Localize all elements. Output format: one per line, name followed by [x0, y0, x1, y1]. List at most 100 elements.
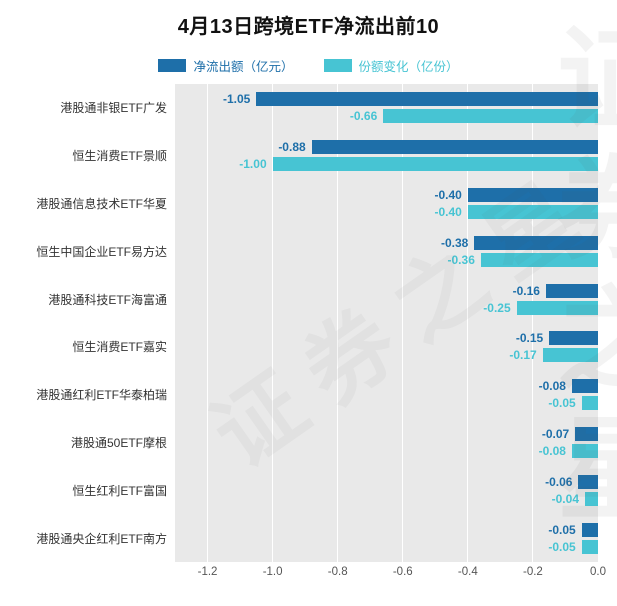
bar — [545, 283, 598, 298]
x-axis: -1.2 -1.0 -0.8 -0.6 -0.4 -0.2 0.0 — [175, 566, 606, 584]
bar-row: -0.06 -0.04 — [175, 466, 598, 514]
bar-value-label: -0.40 — [434, 187, 462, 202]
bar — [480, 252, 598, 267]
legend-swatch-icon — [158, 59, 187, 72]
bar-value-label: -0.16 — [512, 283, 540, 298]
bar-value-label: -0.17 — [509, 348, 537, 363]
category-label: 恒生消费ETF景顺 — [72, 149, 167, 164]
gridline — [337, 84, 339, 562]
bar-value-label: -0.05 — [548, 522, 576, 537]
bar-line: -0.38 — [175, 235, 598, 250]
bar-line: -1.00 — [175, 157, 598, 172]
category-label: 港股通科技ETF海富通 — [48, 292, 167, 307]
bar-line: -0.40 — [175, 187, 598, 202]
chart-title: 4月13日跨境ETF净流出前10 — [177, 16, 440, 38]
x-tick-label: -0.8 — [327, 566, 348, 578]
x-tick-label: -0.4 — [457, 566, 478, 578]
legend-item-1[interactable]: 份额变化（亿份） — [323, 56, 459, 75]
bar — [467, 204, 598, 219]
bar — [575, 426, 598, 441]
bar-line: -0.04 — [175, 491, 598, 506]
bar — [256, 92, 598, 107]
bar — [571, 379, 598, 394]
bar-value-label: -0.08 — [538, 443, 566, 458]
bar-line: -0.08 — [175, 443, 598, 458]
gridline — [467, 84, 469, 562]
bar-value-label: -0.05 — [548, 539, 576, 554]
legend-label: 净流出额（亿元） — [193, 60, 294, 74]
x-tick-label: -1.2 — [197, 566, 218, 578]
bar-line: -1.05 — [175, 92, 598, 107]
legend: 净流出额（亿元） 份额变化（亿份） — [0, 56, 617, 75]
bar-line: -0.15 — [175, 331, 598, 346]
bar-value-label: -0.15 — [515, 331, 544, 346]
bar-row: -0.16 -0.25 — [175, 275, 598, 323]
bar-value-label: -0.08 — [538, 379, 566, 394]
bar — [581, 396, 598, 411]
bar-value-label: -1.05 — [223, 92, 251, 107]
bar-value-label: -0.88 — [278, 140, 306, 155]
bar — [585, 491, 598, 506]
bar-line: -0.05 — [175, 539, 598, 554]
category-label: 港股通非银ETF广发 — [60, 101, 167, 116]
bar-line: -0.66 — [175, 109, 598, 124]
category-labels: 港股通非银ETF广发恒生消费ETF景顺港股通信息技术ETF华夏 恒生中国企业ETF… — [0, 84, 175, 562]
bar-value-label: -0.38 — [441, 235, 469, 250]
bar — [516, 300, 598, 315]
bar-line: -0.17 — [175, 348, 598, 363]
gridline — [402, 84, 404, 562]
bar-line: -0.06 — [175, 474, 598, 489]
bar-line: -0.36 — [175, 252, 598, 267]
legend-swatch-icon — [323, 59, 352, 72]
bar — [571, 443, 598, 458]
x-tick-label: -0.6 — [392, 566, 413, 578]
bar — [549, 331, 598, 346]
bar — [311, 140, 598, 155]
x-tick-label: -1.0 — [262, 566, 283, 578]
bar-row: -0.88 -1.00 — [175, 132, 598, 180]
bar-row: -0.40 -0.40 — [175, 180, 598, 228]
bar-value-label: -0.40 — [434, 204, 462, 219]
bar-row: -0.15 -0.17 — [175, 323, 598, 371]
bar — [272, 157, 598, 172]
bar-line: -0.16 — [175, 283, 598, 298]
x-tick-label: -0.2 — [523, 566, 543, 578]
bar-line: -0.40 — [175, 204, 598, 219]
bar-row: -1.05 -0.66 — [175, 84, 598, 132]
plot-area: -1.05 -0.66 -0.88 -1.00 -0.40 -0.40 -0.38 -0.36… — [175, 84, 599, 562]
gridline — [272, 84, 274, 562]
bar — [467, 187, 598, 202]
bar-value-label: -0.04 — [551, 491, 579, 506]
x-tick-label: 0.0 — [590, 566, 606, 578]
category-label: 港股通50ETF摩根 — [70, 435, 167, 450]
bar-value-label: -0.06 — [545, 474, 573, 489]
category-label: 港股通红利ETF华泰柏瑞 — [36, 388, 167, 403]
bar-row: -0.05 -0.05 — [175, 514, 598, 562]
gridline — [597, 84, 599, 562]
gridline — [532, 84, 534, 562]
gridline — [207, 84, 209, 562]
category-label: 恒生红利ETF富国 — [72, 483, 167, 498]
legend-label: 份额变化（亿份） — [358, 60, 459, 74]
bar-value-label: -0.36 — [447, 252, 475, 267]
bar — [383, 109, 598, 124]
bar-value-label: -0.25 — [483, 300, 511, 315]
legend-item-0[interactable]: 净流出额（亿元） — [158, 56, 294, 75]
bar-value-label: -0.05 — [548, 396, 576, 411]
bar — [578, 474, 598, 489]
category-label: 港股通信息技术ETF华夏 — [36, 196, 167, 211]
category-label: 恒生中国企业ETF易方达 — [36, 244, 167, 259]
bar-line: -0.08 — [175, 379, 598, 394]
bar-value-label: -1.00 — [239, 157, 267, 172]
bar-line: -0.07 — [175, 426, 598, 441]
bar-line: -0.05 — [175, 522, 598, 537]
bar-row: -0.07 -0.08 — [175, 419, 598, 467]
bar — [474, 235, 598, 250]
bar-line: -0.25 — [175, 300, 598, 315]
category-label: 港股通央企红利ETF南方 — [36, 531, 167, 546]
chart-area: 港股通非银ETF广发恒生消费ETF景顺港股通信息技术ETF华夏 恒生中国企业ETF… — [0, 84, 599, 562]
bar-row: -0.38 -0.36 — [175, 227, 598, 275]
bar-value-label: -0.07 — [541, 426, 570, 441]
bar-row: -0.08 -0.05 — [175, 371, 598, 419]
